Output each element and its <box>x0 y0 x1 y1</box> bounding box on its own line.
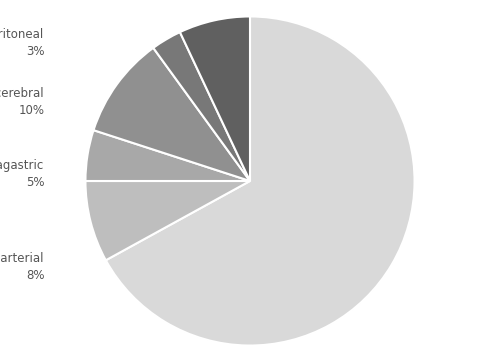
Wedge shape <box>94 48 250 181</box>
Text: Intra-arterial
8%: Intra-arterial 8% <box>0 252 44 282</box>
Wedge shape <box>154 32 250 181</box>
Wedge shape <box>86 181 250 260</box>
Wedge shape <box>86 130 250 181</box>
Wedge shape <box>180 16 250 181</box>
Text: Intraperitoneal
3%: Intraperitoneal 3% <box>0 28 44 58</box>
Text: Intragastric
5%: Intragastric 5% <box>0 159 44 189</box>
Wedge shape <box>106 16 414 346</box>
Text: Intracerebral
10%: Intracerebral 10% <box>0 87 44 117</box>
